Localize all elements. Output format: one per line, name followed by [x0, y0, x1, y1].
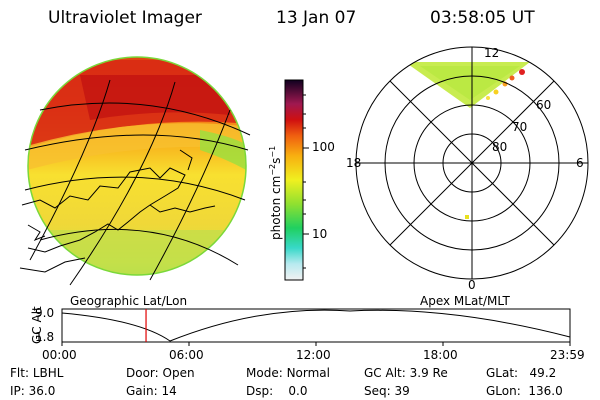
- status-flt: Flt: LBHL: [10, 366, 64, 380]
- status-glat: GLat: 49.2: [486, 366, 557, 380]
- colorbar: [284, 79, 309, 281]
- observation-time: 03:58:05 UT: [430, 8, 535, 28]
- status-gain: Gain: 14: [126, 384, 177, 398]
- x-tick-0600: 06:00: [169, 348, 204, 362]
- colorbar-units-label: photon cm−2s−1: [268, 145, 283, 240]
- status-dsp: Dsp: 0.0: [246, 384, 308, 398]
- status-gc-alt: GC Alt: 3.9 Re: [364, 366, 448, 380]
- mlt-label-6: 6: [576, 156, 584, 170]
- x-tick-2359: 23:59: [550, 348, 585, 362]
- status-glon: GLon: 136.0: [486, 384, 563, 398]
- altitude-timeline: [61, 308, 571, 346]
- status-mode: Mode: Normal: [246, 366, 330, 380]
- lat-label-70: 70: [512, 120, 528, 134]
- mlt-label-18: 18: [346, 156, 362, 170]
- status-door: Door: Open: [126, 366, 195, 380]
- observation-date: 13 Jan 07: [276, 8, 357, 28]
- status-seq: Seq: 39: [364, 384, 410, 398]
- app-title: Ultraviolet Imager: [48, 8, 202, 28]
- x-tick-1800: 18:00: [423, 348, 458, 362]
- colorbar-tick-10: 10: [312, 227, 328, 241]
- status-ip: IP: 36.0: [10, 384, 56, 398]
- geographic-caption: Geographic Lat/Lon: [70, 294, 188, 308]
- y-min-label: 1.8: [35, 330, 55, 344]
- colorbar-tick-100: 100: [312, 140, 335, 154]
- lat-label-60: 60: [536, 98, 552, 112]
- apex-caption: Apex MLat/MLT: [420, 294, 510, 308]
- x-tick-1200: 12:00: [296, 348, 331, 362]
- mlt-label-0: 0: [468, 278, 476, 292]
- x-tick-0000: 00:00: [42, 348, 77, 362]
- lat-label-80: 80: [492, 140, 508, 154]
- y-max-label: 9.0: [35, 306, 55, 320]
- polar-plot: [355, 46, 589, 280]
- mlt-label-12: 12: [484, 46, 500, 60]
- geographic-grid: [24, 79, 251, 286]
- coastline: [19, 149, 216, 273]
